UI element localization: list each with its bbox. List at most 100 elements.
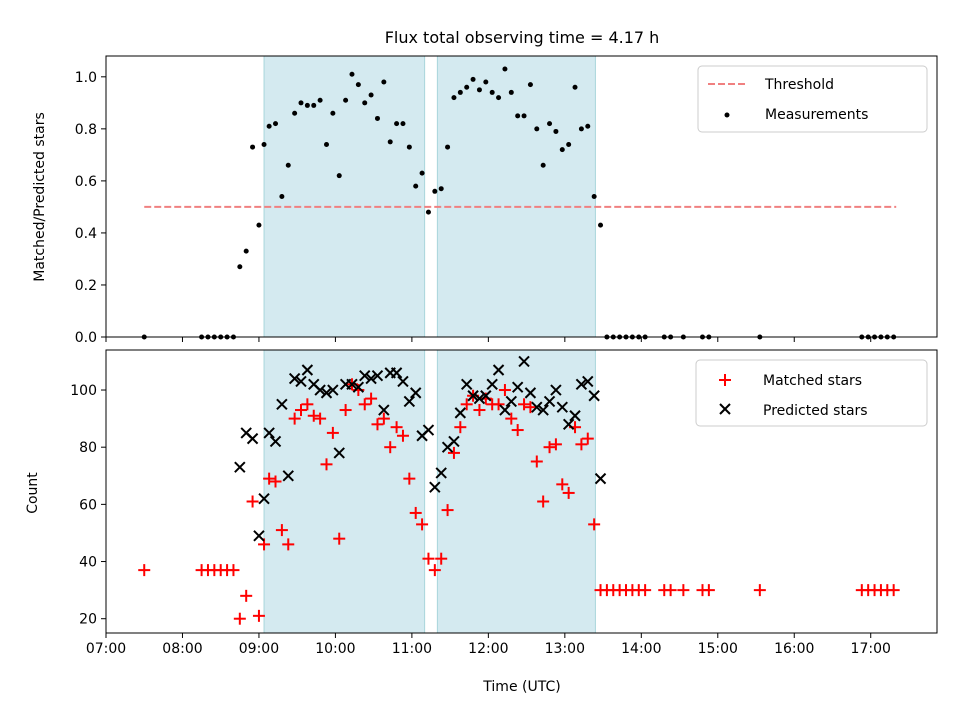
top-legend: Threshold Measurements	[697, 65, 928, 133]
top-x-ticks	[105, 337, 872, 342]
matched-star-point	[390, 421, 403, 434]
predicted-star-point	[234, 461, 246, 473]
matched-star-point	[677, 584, 690, 597]
measurement-point	[559, 147, 565, 153]
y-tick-label: 0.0	[75, 330, 97, 346]
matched-star-point	[639, 584, 652, 597]
predicted-star-point	[410, 387, 422, 399]
measurement-point	[534, 126, 540, 132]
predicted-star-point	[467, 390, 479, 402]
bottom-legend: Matched stars Predicted stars	[695, 359, 928, 427]
x-tick-label: 17:00	[851, 641, 891, 657]
predicted-star-point	[499, 404, 511, 416]
measurement-point	[425, 209, 431, 215]
measurement-point	[323, 141, 329, 147]
measurement-point	[400, 121, 406, 127]
measurement-point	[438, 186, 444, 192]
matched-star-point	[371, 418, 384, 431]
matched-star-point	[339, 404, 352, 417]
measurement-point	[496, 95, 502, 101]
predicted-star-point	[556, 401, 568, 413]
legend-predicted-swatch	[719, 403, 731, 415]
matched-star-point	[543, 441, 556, 454]
matched-star-point	[314, 412, 327, 425]
measurement-point	[502, 66, 508, 72]
predicted-star-point	[301, 364, 314, 376]
matched-star-point	[581, 432, 594, 445]
matched-star-point	[435, 552, 448, 565]
predicted-star-point	[473, 392, 486, 405]
y-tick-label: 20	[79, 612, 97, 628]
bottom-plot-frame	[105, 349, 938, 634]
measurement-point	[381, 79, 387, 85]
matched-star-point	[441, 504, 454, 517]
measurement-point	[250, 144, 256, 150]
matched-star-point	[664, 584, 677, 597]
y-tick-label: 0.4	[75, 226, 97, 242]
matched-star-point	[263, 472, 276, 485]
measurement-point	[483, 79, 489, 85]
matched-star-point	[887, 584, 900, 597]
x-tick-label: 10:00	[315, 641, 355, 657]
top-y-axis-label: Matched/Predicted stars	[32, 112, 48, 282]
matched-star-point	[575, 438, 588, 451]
matched-star-point	[447, 446, 460, 459]
measurement-point	[336, 173, 342, 179]
matched-star-point	[460, 398, 473, 411]
measurement-point	[540, 162, 546, 168]
matched-star-point	[524, 401, 537, 414]
measurement-point	[330, 110, 336, 116]
predicted-star-point	[258, 492, 270, 505]
measurement-point	[311, 102, 317, 108]
predicted-star-point	[524, 387, 537, 399]
matched-star-point	[233, 612, 246, 625]
measurement-point	[317, 97, 323, 103]
measurement-point	[547, 121, 553, 127]
observing-window-1	[263, 55, 426, 338]
x-tick-label: 08:00	[162, 641, 202, 657]
measurement-point	[527, 82, 533, 88]
measurement-point	[489, 89, 495, 95]
predicted-star-point	[314, 384, 326, 396]
matched-star-point	[307, 409, 320, 422]
predicted-star-point	[365, 372, 377, 385]
measurement-point	[279, 194, 285, 199]
x-tick-label: 14:00	[621, 641, 661, 657]
measurement-point	[598, 222, 604, 228]
top-plot-frame	[105, 55, 938, 338]
measurement-point	[394, 121, 400, 127]
matched-star-point	[473, 404, 486, 417]
predicted-star-point	[403, 395, 416, 408]
measurement-point	[508, 89, 514, 95]
predicted-star-point	[320, 387, 333, 399]
predicted-star-point	[390, 367, 403, 379]
x-tick-label: 13:00	[545, 641, 585, 657]
matched-star-point	[549, 438, 562, 451]
predicted-star-point	[537, 404, 549, 416]
measurement-point	[243, 248, 249, 254]
measurement-point	[273, 121, 279, 127]
measurement-point	[362, 100, 368, 106]
top-panel: 0.0 0.2 0.4 0.6 0.8 1.0 Matched/Predicted sta…	[32, 55, 938, 346]
measurement-point	[266, 123, 272, 129]
matched-star-point	[422, 552, 435, 565]
y-tick-label: 0.2	[75, 278, 97, 294]
matched-star-point	[518, 398, 531, 411]
matched-star-point	[227, 564, 240, 577]
y-tick-label: 80	[79, 440, 97, 456]
matched-star-point	[403, 472, 416, 485]
matched-star-point	[301, 398, 314, 411]
measurement-point	[343, 97, 349, 103]
measurement-point	[355, 82, 361, 88]
measurement-point	[374, 115, 380, 121]
observing-window-1	[263, 349, 426, 634]
x-tick-label: 11:00	[392, 641, 432, 657]
predicted-star-point	[346, 378, 358, 391]
matched-star-point	[252, 609, 265, 622]
top-y-ticks: 0.0 0.2 0.4 0.6 0.8 1.0	[75, 70, 106, 346]
predicted-star-point	[460, 378, 473, 391]
matched-star-point	[282, 538, 295, 551]
predicted-star-point	[295, 375, 307, 388]
measurement-point	[515, 113, 521, 119]
matched-star-point	[269, 475, 282, 488]
